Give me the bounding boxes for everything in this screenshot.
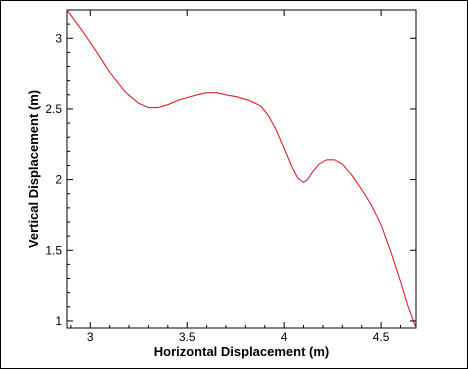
y-tick-label: 1.5 — [45, 243, 62, 257]
y-axis-ticks: 1 1.5 2 2.5 3 — [45, 23, 416, 328]
y-tick-label: 2.5 — [45, 102, 62, 116]
curve-layer — [66, 9, 417, 329]
x-tick-label: 3 — [87, 330, 94, 344]
plot-border — [66, 9, 417, 329]
y-tick-label: 2 — [55, 173, 62, 187]
series-line-0 — [66, 9, 417, 329]
y-tick-label: 3 — [55, 31, 62, 45]
y-axis-title: Vertical Displacement (m) — [26, 90, 41, 248]
x-axis-ticks: 3 3.5 4 4.5 — [70, 10, 401, 344]
x-tick-label: 4 — [281, 330, 288, 344]
x-tick-label: 4.5 — [373, 330, 390, 344]
plot-area — [66, 9, 417, 329]
x-tick-label: 3.5 — [179, 330, 196, 344]
x-axis-title: Horizontal Displacement (m) — [154, 344, 330, 359]
y-tick-label: 1 — [55, 314, 62, 328]
